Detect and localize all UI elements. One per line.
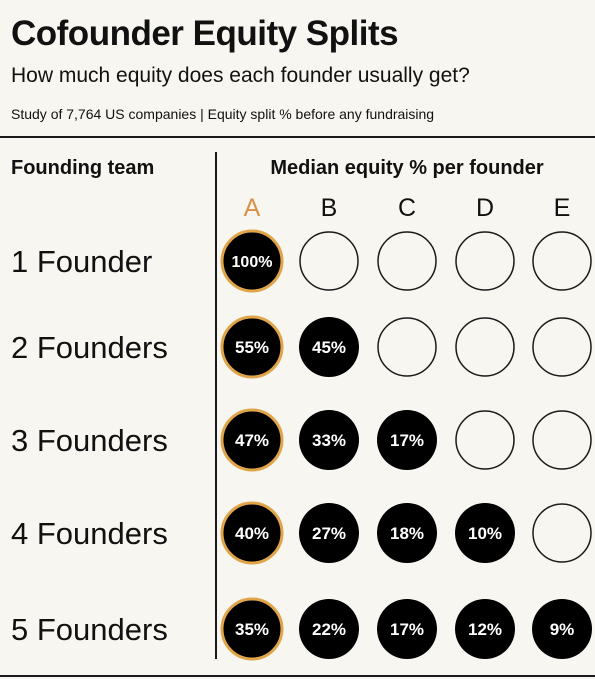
equity-value: 45% bbox=[312, 338, 346, 357]
source-note: Study of 7,764 US companies | Equity spl… bbox=[11, 106, 435, 122]
column-label-e: E bbox=[554, 194, 571, 222]
row-label: 1 Founder bbox=[11, 244, 152, 279]
empty-circle bbox=[455, 231, 515, 291]
equity-circle bbox=[299, 410, 359, 470]
equity-circle bbox=[220, 229, 284, 293]
equity-circle bbox=[299, 503, 359, 563]
equity-value: 27% bbox=[312, 524, 346, 543]
bottom-divider bbox=[0, 675, 595, 677]
equity-value: 40% bbox=[235, 524, 269, 543]
equity-circle bbox=[220, 501, 284, 565]
column-label-a: A bbox=[244, 194, 261, 222]
equity-circle bbox=[220, 597, 284, 661]
row-label: 4 Founders bbox=[11, 516, 168, 551]
equity-value: 22% bbox=[312, 620, 346, 639]
equity-value: 17% bbox=[390, 431, 424, 450]
equity-circle bbox=[377, 503, 437, 563]
empty-circle bbox=[532, 317, 592, 377]
empty-circle bbox=[532, 503, 592, 563]
empty-circle bbox=[532, 231, 592, 291]
equity-circle bbox=[220, 408, 284, 472]
equity-value: 9% bbox=[550, 620, 575, 639]
equity-value: 12% bbox=[468, 620, 502, 639]
equity-circle bbox=[455, 599, 515, 659]
row-header: Founding team bbox=[11, 157, 154, 179]
equity-value: 10% bbox=[468, 524, 502, 543]
empty-circle bbox=[532, 410, 592, 470]
row-label: 3 Founders bbox=[11, 423, 168, 458]
top-divider bbox=[0, 136, 595, 138]
equity-value: 18% bbox=[390, 524, 424, 543]
column-label-d: D bbox=[476, 194, 494, 222]
column-label-b: B bbox=[321, 194, 338, 222]
row-label: 5 Founders bbox=[11, 612, 168, 647]
equity-circle bbox=[532, 599, 592, 659]
equity-value: 35% bbox=[235, 620, 269, 639]
chart-title: Cofounder Equity Splits bbox=[11, 14, 399, 53]
column-header: Median equity % per founder bbox=[270, 157, 544, 179]
equity-circle bbox=[299, 317, 359, 377]
row-label: 2 Founders bbox=[11, 330, 168, 365]
equity-circle bbox=[377, 599, 437, 659]
empty-circle bbox=[455, 410, 515, 470]
equity-chart: Founding team Median equity % per founde… bbox=[11, 152, 592, 661]
empty-circle bbox=[299, 231, 359, 291]
equity-value: 33% bbox=[312, 431, 346, 450]
equity-value: 17% bbox=[390, 620, 424, 639]
equity-value: 55% bbox=[235, 338, 269, 357]
equity-circle bbox=[299, 599, 359, 659]
equity-value: 100% bbox=[232, 254, 273, 271]
equity-circle bbox=[220, 315, 284, 379]
chart-subtitle: How much equity does each founder usuall… bbox=[11, 64, 470, 87]
equity-circle bbox=[377, 410, 437, 470]
empty-circle bbox=[377, 231, 437, 291]
column-label-c: C bbox=[398, 194, 416, 222]
empty-circle bbox=[377, 317, 437, 377]
equity-circle bbox=[455, 503, 515, 563]
empty-circle bbox=[455, 317, 515, 377]
equity-value: 47% bbox=[235, 431, 269, 450]
